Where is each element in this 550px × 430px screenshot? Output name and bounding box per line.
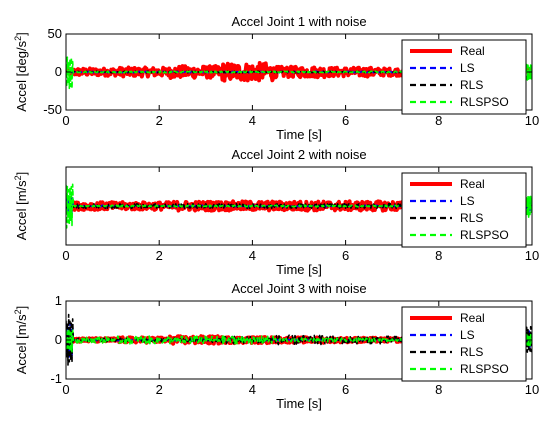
y-axis-label: Accel [deg/s2] (13, 32, 29, 111)
y-axis-label-exponent: 2 (13, 175, 23, 180)
legend-label-rls: RLS (460, 211, 483, 225)
y-tick-label: 50 (48, 26, 62, 41)
legend-label-real: Real (460, 311, 485, 325)
legend-label-ls: LS (460, 61, 475, 75)
legend-label-rlspso: RLSPSO (460, 362, 509, 376)
x-tick-label: 2 (156, 382, 163, 397)
legend-label-rlspso: RLSPSO (460, 95, 509, 109)
legend: Real LS RLS RLSPSO (401, 172, 527, 248)
x-tick-label: 0 (62, 248, 69, 263)
x-tick-label: 8 (435, 248, 442, 263)
y-tick-label: -50 (43, 102, 62, 117)
y-tick-label: 1 (55, 293, 62, 308)
y-tick-label: 0 (55, 64, 62, 79)
x-tick-label: 4 (249, 382, 256, 397)
legend-label-rls: RLS (460, 78, 483, 92)
chart-panel-2: 0 2 4 6 8 10 Accel Joint 2 with noise Time [s] A… (13, 147, 539, 277)
legend: Real LS RLS RLSPSO (401, 306, 527, 382)
x-tick-label: 10 (525, 248, 539, 263)
y-axis-label: Accel [m/s2] (13, 172, 29, 241)
y-axis-label-tail: ] (14, 306, 29, 310)
legend-label-ls: LS (460, 328, 475, 342)
x-tick-label: 10 (525, 113, 539, 128)
legend-label-ls: LS (460, 194, 475, 208)
x-tick-label: 0 (62, 113, 69, 128)
chart-title: Accel Joint 3 with noise (231, 281, 366, 296)
legend: Real LS RLS RLSPSO (401, 39, 527, 115)
legend-label-real: Real (460, 177, 485, 191)
x-axis-label: Time [s] (276, 127, 322, 142)
y-tick-label: 0 (55, 332, 62, 347)
y-axis-label: Accel [m/s2] (13, 306, 29, 375)
legend-label-real: Real (460, 44, 485, 58)
x-axis-label: Time [s] (276, 262, 322, 277)
x-axis-label: Time [s] (276, 396, 322, 411)
y-axis-label-exponent: 2 (13, 36, 23, 41)
x-tick-label: 6 (342, 382, 349, 397)
y-axis-label-tail: ] (14, 32, 29, 36)
x-tick-label: 10 (525, 382, 539, 397)
y-axis-label-tail: ] (14, 172, 29, 176)
x-tick-label: 6 (342, 113, 349, 128)
y-axis-label-base: Accel [deg/s (14, 40, 29, 111)
chart-title: Accel Joint 2 with noise (231, 147, 366, 162)
x-tick-label: 8 (435, 113, 442, 128)
x-tick-label: 8 (435, 382, 442, 397)
y-axis-label-base: Accel [m/s (14, 180, 29, 240)
x-tick-label: 2 (156, 113, 163, 128)
y-tick-label: -1 (50, 371, 62, 386)
x-tick-label: 2 (156, 248, 163, 263)
y-axis-label-base: Accel [m/s (14, 314, 29, 374)
x-tick-label: 4 (249, 113, 256, 128)
chart-title: Accel Joint 1 with noise (231, 14, 366, 29)
legend-label-rls: RLS (460, 345, 483, 359)
x-tick-label: 4 (249, 248, 256, 263)
legend-label-rlspso: RLSPSO (460, 228, 509, 242)
x-tick-label: 6 (342, 248, 349, 263)
axes-frame (65, 166, 533, 246)
x-tick-label: 0 (62, 382, 69, 397)
y-axis-label-exponent: 2 (13, 309, 23, 314)
